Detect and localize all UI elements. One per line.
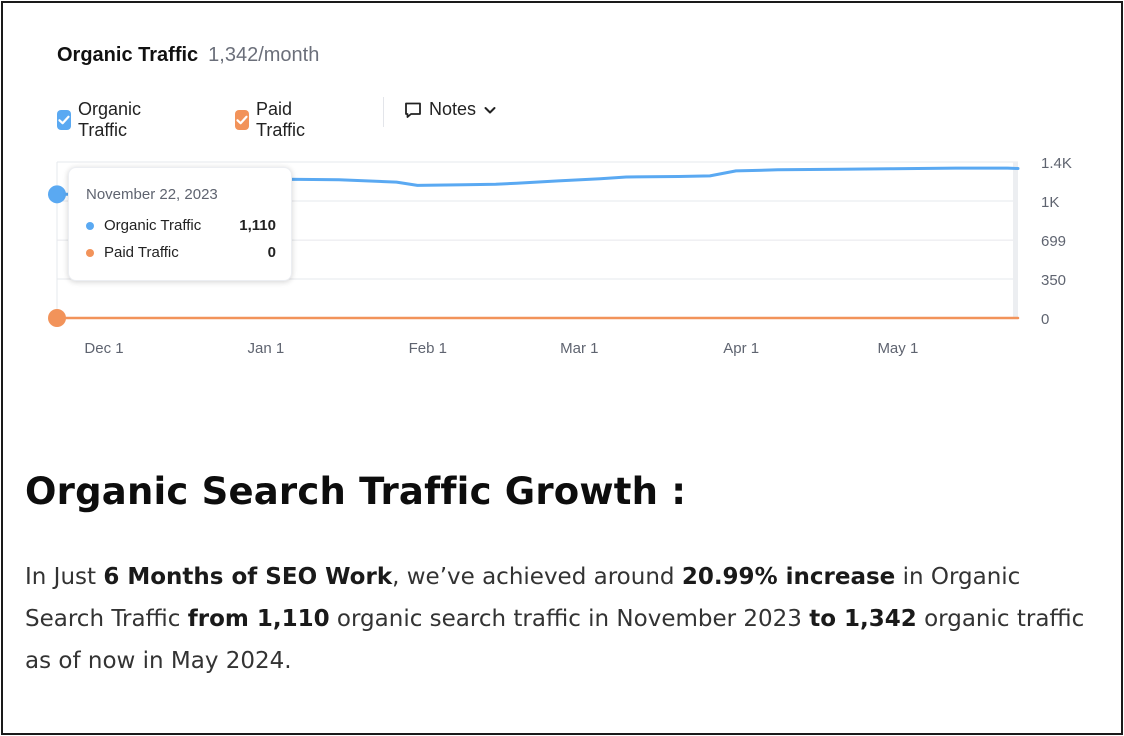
chart-tooltip: November 22, 2023 Organic Traffic 1,110 … — [68, 167, 292, 281]
traffic-line-chart: 1.4K 1K 699 350 0 Dec 1 Jan 1 Feb 1 Mar 1 Apr 1 Ma… — [48, 155, 1072, 357]
tooltip-dot-paid — [86, 248, 94, 257]
legend-toggle-organic-traffic[interactable]: Organic Traffic — [57, 99, 147, 141]
tooltip-label-organic: Organic Traffic — [104, 217, 202, 234]
plot-right-edge-shade — [1013, 162, 1018, 318]
widget-subtitle: 1,342/month — [208, 44, 320, 66]
chevron-down-icon — [484, 106, 496, 113]
tooltip-date: November 22, 2023 — [86, 186, 218, 203]
paragraph-text: in Organic Search Traffic — [25, 564, 1021, 632]
y-tick-label: 1K — [1041, 194, 1059, 211]
paragraph-highlight: 6 Months of SEO Work — [103, 564, 393, 590]
x-tick-label: Jan 1 — [248, 340, 285, 357]
tooltip-label-paid: Paid Traffic — [104, 244, 179, 261]
x-tick-label: Mar 1 — [560, 340, 598, 357]
y-tick-label: 699 — [1041, 233, 1066, 250]
paragraph-text: In Just — [25, 564, 104, 590]
legend-divider — [383, 97, 384, 127]
article-headline: Organic Search Traffic Growth : — [25, 470, 687, 513]
x-tick-label: Dec 1 — [84, 340, 123, 357]
checkbox-checked-icon[interactable] — [57, 110, 71, 130]
legend-toggle-paid-traffic[interactable]: Paid Traffic — [235, 99, 311, 141]
hover-point-organic-traffic — [48, 185, 66, 204]
notes-dropdown[interactable]: Notes — [403, 99, 504, 120]
checkbox-checked-icon[interactable] — [235, 110, 249, 130]
series-line-organic-traffic — [55, 166, 1020, 196]
widget-title-text: Organic Traffic — [57, 44, 199, 66]
paragraph-highlight: to 1,342 — [809, 606, 917, 632]
paragraph-text: organic traffic as of now in May 2024. — [25, 606, 1085, 674]
tooltip-value-organic: 1,110 — [239, 217, 276, 234]
notes-label: Notes — [429, 99, 477, 119]
x-tick-label: May 1 — [877, 340, 918, 357]
paragraph-text: , we’ve achieved around — [392, 564, 682, 590]
y-tick-label: 1.4K — [1041, 155, 1072, 172]
y-tick-label: 350 — [1041, 272, 1066, 289]
tooltip-value-paid: 0 — [267, 244, 276, 261]
tooltip-row-paid: Paid Traffic 0 — [86, 244, 276, 261]
x-tick-label: Apr 1 — [723, 340, 759, 357]
paragraph-highlight: from 1,110 — [187, 606, 330, 632]
legend-label-paid-traffic: Paid Traffic — [256, 99, 306, 140]
tooltip-dot-organic — [86, 221, 94, 230]
y-tick-label: 0 — [1041, 311, 1049, 328]
hover-point-paid-traffic — [48, 309, 66, 327]
paragraph-text: organic search traffic in November 2023 — [329, 606, 810, 632]
x-tick-label: Feb 1 — [409, 340, 447, 357]
legend-label-organic-traffic: Organic Traffic — [78, 99, 142, 140]
article-paragraph: In Just 6 Months of SEO Work, we’ve achi… — [25, 556, 1085, 682]
paragraph-highlight: 20.99% increase — [681, 564, 896, 590]
comment-icon — [405, 102, 421, 118]
tooltip-row-organic: Organic Traffic 1,110 — [86, 217, 276, 234]
widget-title: Organic Traffic 1,342/month — [57, 44, 319, 67]
